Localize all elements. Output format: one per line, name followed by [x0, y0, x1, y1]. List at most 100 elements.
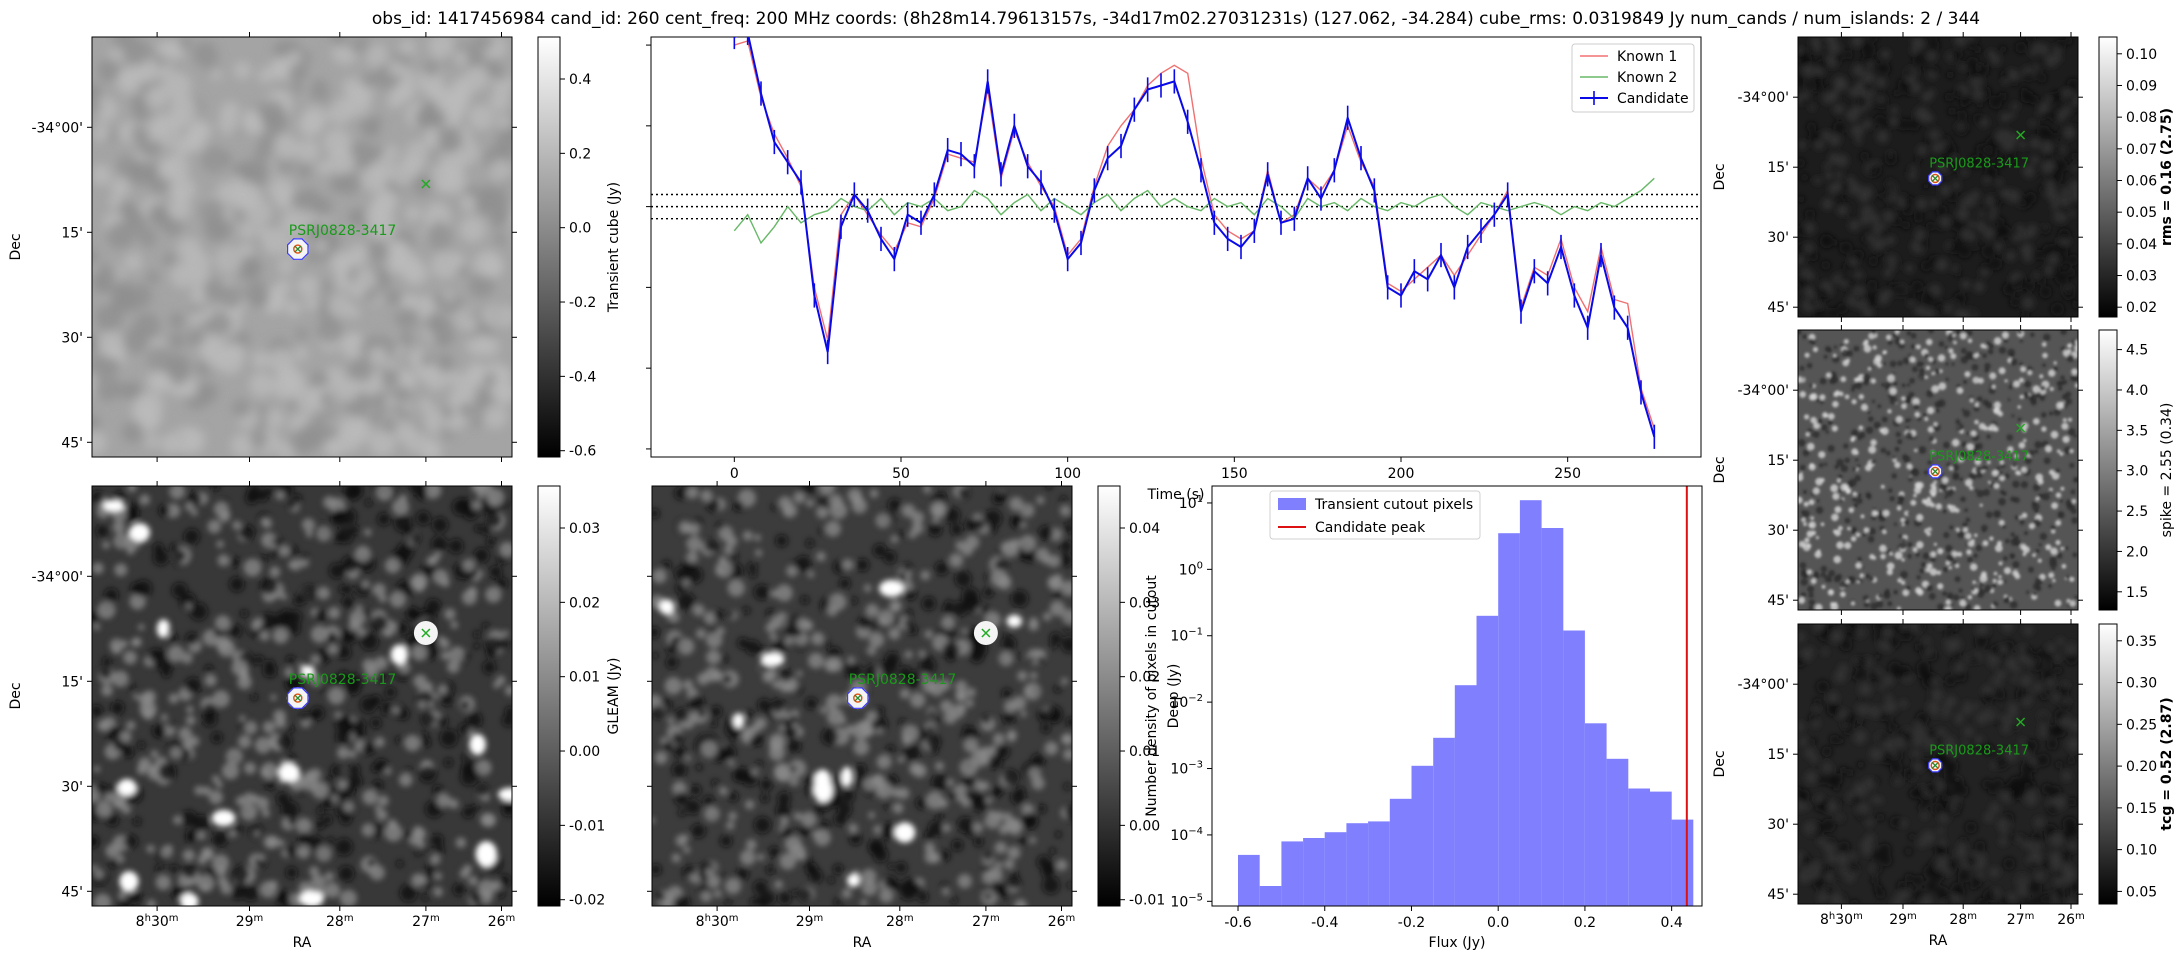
noise-blob: [2021, 243, 2033, 255]
noise-blob: [1868, 671, 1880, 683]
noise-blob: [1878, 192, 1886, 199]
noise-blob: [2038, 543, 2042, 547]
noise-blob: [215, 246, 243, 274]
noise-blob: [309, 866, 320, 877]
colorbar-tick-label: 0.4: [569, 72, 591, 88]
noise-blob: [722, 674, 732, 684]
noise-blob: [674, 895, 691, 906]
noise-blob: [1976, 396, 1983, 402]
noise-blob: [2069, 210, 2076, 217]
noise-blob: [1928, 128, 1941, 141]
noise-blob: [1804, 821, 1818, 836]
noise-blob: [1798, 158, 1806, 168]
noise-blob: [1916, 361, 1923, 368]
noise-blob: [262, 720, 276, 734]
bright-source: [894, 822, 916, 843]
colorbar: [537, 485, 561, 907]
histogram-bar: [1433, 737, 1455, 906]
noise-blob: [1894, 551, 1903, 560]
noise-blob: [2069, 189, 2078, 202]
noise-blob: [170, 95, 198, 123]
noise-blob: [1963, 726, 1974, 737]
noise-blob: [281, 801, 299, 819]
noise-blob: [1926, 531, 1931, 537]
noise-blob: [1872, 624, 1886, 633]
noise-blob: [139, 494, 151, 506]
noise-blob: [1806, 122, 1817, 132]
noise-blob: [2049, 386, 2054, 392]
noise-blob: [1937, 583, 1944, 590]
noise-blob: [2066, 737, 2078, 751]
noise-blob: [389, 591, 406, 608]
noise-blob: [2034, 577, 2043, 586]
noise-blob: [1956, 122, 1966, 132]
noise-blob: [1860, 151, 1870, 161]
noise-blob: [907, 625, 918, 636]
colorbar-tick-label: -0.01: [1129, 893, 1165, 909]
noise-blob: [2067, 756, 2076, 765]
noise-blob: [285, 866, 298, 879]
noise-blob: [2054, 725, 2061, 732]
noise-blob: [1998, 346, 2007, 354]
noise-blob: [772, 640, 787, 655]
noise-blob: [1879, 544, 1887, 553]
noise-blob: [2004, 151, 2017, 164]
noise-blob: [371, 615, 388, 632]
noise-blob: [1978, 211, 1985, 218]
noise-blob: [2003, 338, 2009, 343]
noise-blob: [1933, 300, 1946, 313]
noise-blob: [2008, 385, 2013, 390]
x-tick-label: 250: [1554, 466, 1581, 482]
noise-blob: [2010, 532, 2015, 537]
noise-blob: [455, 837, 467, 848]
noise-blob: [732, 770, 744, 782]
noise-blob: [204, 674, 217, 687]
noise-blob: [473, 642, 480, 650]
noise-blob: [672, 732, 684, 744]
dec-tick-label: 30': [1767, 230, 1789, 246]
noise-blob: [498, 367, 512, 382]
noise-blob: [983, 587, 994, 598]
noise-blob: [2044, 445, 2053, 453]
noise-blob: [1964, 371, 1971, 378]
noise-blob: [1999, 475, 2005, 482]
noise-blob: [348, 619, 361, 632]
y-axis-label: Dec: [1712, 456, 1728, 483]
noise-blob: [440, 651, 451, 661]
noise-blob: [1913, 307, 1923, 316]
histogram-bar: [1411, 765, 1434, 906]
noise-blob: [677, 592, 696, 611]
hist-x-tick-label: 0.2: [1574, 915, 1596, 931]
noise-blob: [2067, 343, 2072, 348]
noise-blob: [1870, 459, 1876, 465]
noise-blob: [1963, 379, 1968, 385]
noise-blob: [444, 608, 456, 620]
noise-blob: [2027, 370, 2033, 376]
noise-blob: [2034, 449, 2039, 454]
noise-blob: [424, 881, 433, 890]
noise-blob: [1980, 267, 1989, 277]
noise-blob: [295, 387, 323, 415]
noise-blob: [2017, 417, 2022, 422]
noise-blob: [766, 608, 775, 618]
noise-blob: [770, 589, 779, 598]
noise-blob: [1846, 350, 1853, 357]
noise-blob: [395, 621, 409, 635]
noise-blob: [302, 106, 327, 131]
noise-blob: [1910, 84, 1920, 94]
noise-blob: [1828, 569, 1836, 577]
noise-blob: [1944, 605, 1952, 610]
noise-blob: [896, 530, 905, 540]
noise-blob: [1954, 715, 1964, 725]
noise-blob: [1951, 362, 1955, 366]
noise-blob: [1852, 657, 1860, 665]
noise-blob: [972, 821, 984, 834]
noise-blob: [416, 489, 428, 501]
noise-blob: [2035, 871, 2045, 881]
dec-tick-label: 30': [61, 330, 83, 346]
noise-blob: [235, 181, 263, 209]
noise-blob: [1918, 238, 1928, 248]
noise-blob: [179, 592, 196, 609]
noise-blob: [1024, 816, 1036, 827]
